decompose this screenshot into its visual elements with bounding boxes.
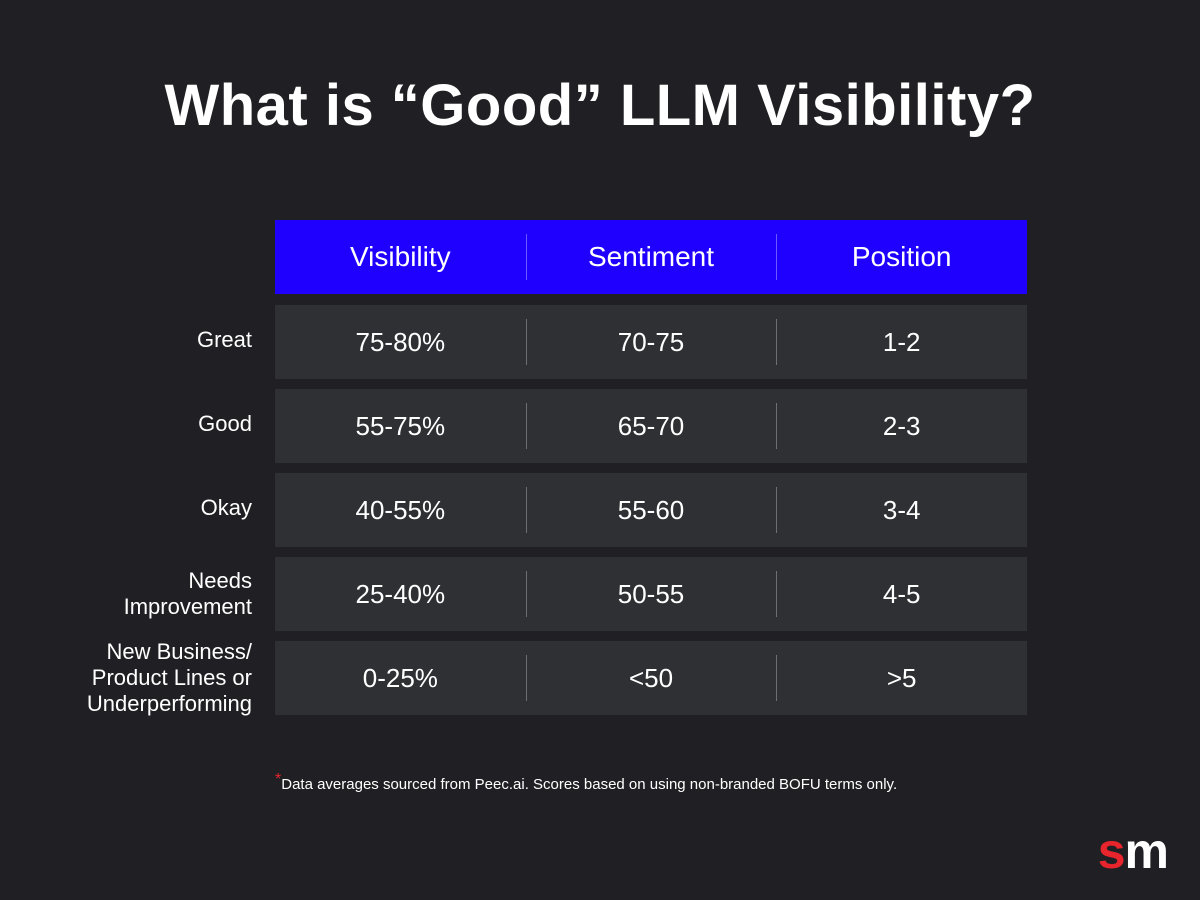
cell-position: 3-4	[776, 473, 1027, 547]
footnote-asterisk: *	[275, 771, 282, 788]
table-row: 55-75% 65-70 2-3	[275, 389, 1027, 463]
table-row: 75-80% 70-75 1-2	[275, 305, 1027, 379]
row-label-great: Great	[196, 327, 252, 352]
cell-visibility: 0-25%	[362, 662, 438, 693]
column-header-position: Position	[776, 220, 1027, 294]
row-label-good: Good	[198, 411, 252, 436]
cell-visibility: 75-80%	[355, 326, 446, 357]
cell-visibility: 55-75%	[355, 410, 446, 441]
table-header: Visibility Sentiment Position	[275, 220, 1027, 294]
row-label-new-business: New Business/ Product Lines or Underperf…	[32, 639, 252, 717]
cell-sentiment: 50-55	[525, 557, 777, 631]
cell-position: 1-2	[776, 305, 1027, 379]
cell-visibility: 40-55%	[355, 494, 446, 525]
cell-visibility: 25-40%	[355, 578, 446, 609]
table-row: 40-55% 55-60 3-4	[275, 473, 1027, 547]
column-header-visibility: Visibility	[350, 241, 451, 272]
row-label-line: Underperforming	[86, 691, 252, 716]
cell-sentiment: 65-70	[525, 389, 777, 463]
cell-sentiment: 70-75	[525, 305, 777, 379]
row-label-line: Product Lines or	[91, 665, 252, 690]
row-label-line: New Business/	[106, 639, 252, 664]
logo-letter-m: m	[1124, 823, 1169, 879]
cell-position: 4-5	[776, 557, 1027, 631]
row-label-line: Needs	[188, 568, 252, 593]
footnote-text: Data averages sourced from Peec.ai. Scor…	[281, 776, 898, 793]
logo-letter-s: s	[1097, 823, 1126, 879]
row-label-okay: Okay	[200, 495, 252, 520]
row-label-line: Improvement	[123, 594, 252, 619]
cell-position: 2-3	[776, 389, 1027, 463]
page-title: What is “Good” LLM Visibility?	[164, 73, 1036, 138]
column-header-sentiment: Sentiment	[525, 220, 777, 294]
brand-logo: sm	[1097, 823, 1169, 879]
cell-sentiment: 55-60	[525, 473, 777, 547]
cell-sentiment: <50	[525, 641, 777, 715]
footnote: *Data averages sourced from Peec.ai. Sco…	[275, 771, 898, 794]
table-row: 0-25% <50 >5	[275, 641, 1027, 715]
row-label-needs-improvement: Needs Improvement	[32, 568, 252, 620]
table-row: 25-40% 50-55 4-5	[275, 557, 1027, 631]
cell-position: >5	[776, 641, 1027, 715]
